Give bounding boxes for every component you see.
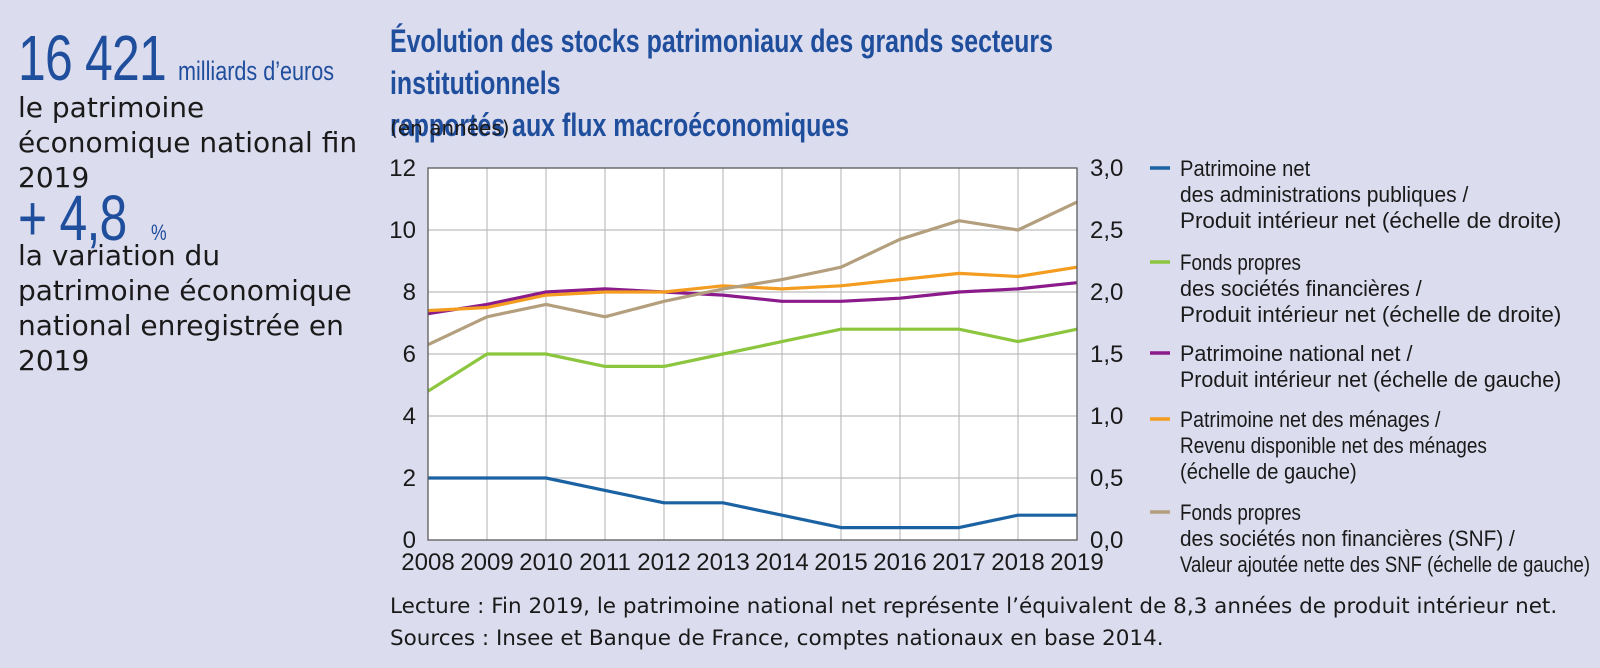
- reading-note: Lecture : Fin 2019, le patrimoine nation…: [390, 594, 1558, 619]
- legend-item-4: Patrimoine net des ménages /Revenu dispo…: [1150, 407, 1487, 484]
- x-tick-label: 2018: [991, 549, 1044, 576]
- y-left-tick-label: 8: [403, 279, 416, 306]
- x-tick-label: 2008: [401, 549, 454, 576]
- legend-label-line: des administrations publiques /: [1180, 182, 1469, 207]
- legend-item-3: Patrimoine national net /Produit intérie…: [1150, 341, 1561, 392]
- legend-label-line: des sociétés non financières (SNF) /: [1180, 526, 1516, 551]
- legend-label-line: Fonds propres: [1180, 250, 1301, 275]
- legend-label-line: Produit intérieur net (échelle de droite…: [1180, 302, 1561, 327]
- y-right-tick-label: 1,0: [1090, 403, 1123, 430]
- x-tick-label: 2009: [460, 549, 513, 576]
- legend-label-line: Patrimoine net: [1180, 156, 1310, 181]
- series-line-2: [427, 327, 1078, 393]
- legend-label-line: Fonds propres: [1180, 500, 1301, 525]
- kpi-patrimoine-number: 16 421: [18, 22, 167, 94]
- y-left-tick-label: 4: [403, 403, 416, 430]
- x-tick-label: 2016: [873, 549, 926, 576]
- x-tick-label: 2012: [637, 549, 690, 576]
- y-left-tick-label: 2: [403, 465, 416, 492]
- kpi-variation-unit: %: [151, 220, 167, 245]
- kpi-patrimoine-description: le patrimoine économique national fin 20…: [18, 91, 358, 194]
- legend-label-line: Valeur ajoutée nette des SNF (échelle de…: [1180, 552, 1590, 577]
- kpi-variation-value: + 4,8%: [18, 186, 171, 250]
- series-layer: [427, 200, 1078, 530]
- x-tick-label: 2015: [814, 549, 867, 576]
- y-right-tick-label: 3,0: [1090, 155, 1123, 182]
- y-left-tick-label: 0: [403, 527, 416, 554]
- y-left-tick-label: 6: [403, 341, 416, 368]
- x-tick-label: 2019: [1050, 549, 1103, 576]
- sources-note: Sources : Insee et Banque de France, com…: [390, 626, 1164, 651]
- series-line-5: [427, 200, 1078, 347]
- series-line-3: [427, 281, 1078, 316]
- legend-label-line: (échelle de gauche): [1180, 459, 1357, 484]
- kpi-variation-description: la variation du patrimoine économique na…: [18, 239, 352, 377]
- x-tick-label: 2010: [519, 549, 572, 576]
- chart-unit-note: (en années): [390, 116, 510, 140]
- x-tick-label: 2014: [755, 549, 808, 576]
- legend-label-line: des sociétés financières /: [1180, 276, 1423, 301]
- y-left-tick-label: 10: [389, 217, 416, 244]
- kpi-patrimoine-unit: milliards d’euros: [177, 56, 334, 86]
- y-right-tick-label: 2,5: [1090, 217, 1123, 244]
- x-tick-label: 2013: [696, 549, 749, 576]
- legend-label-line: Revenu disponible net des ménages: [1180, 433, 1487, 458]
- legend-label-line: Produit intérieur net (échelle de gauche…: [1180, 367, 1561, 392]
- series-line-4: [427, 265, 1078, 313]
- chart-title: Évolution des stocks patrimoniaux des gr…: [390, 20, 1170, 146]
- y-right-tick-label: 0,0: [1090, 527, 1123, 554]
- x-tick-label: 2017: [932, 549, 985, 576]
- kpi-variation-number: + 4,8: [18, 182, 127, 254]
- legend-label-line: Produit intérieur net (échelle de droite…: [1180, 208, 1561, 233]
- y-left-tick-label: 12: [389, 155, 416, 182]
- chart-title-line-2: rapportés aux flux macroéconomiques: [390, 107, 850, 143]
- plot-frame: [427, 167, 1078, 541]
- chart-title-line-1: Évolution des stocks patrimoniaux des gr…: [390, 23, 1054, 101]
- y-right-tick-label: 2,0: [1090, 279, 1123, 306]
- y-right-tick-label: 0,5: [1090, 465, 1123, 492]
- legend-label-line: Patrimoine national net /: [1180, 341, 1413, 366]
- x-tick-label: 2011: [579, 549, 631, 576]
- kpi-patrimoine-value: 16 421 milliards d’euros: [18, 26, 373, 90]
- legend-label-line: Patrimoine net des ménages /: [1180, 407, 1441, 432]
- series-line-1: [428, 476, 1077, 530]
- y-right-tick-label: 1,5: [1090, 341, 1123, 368]
